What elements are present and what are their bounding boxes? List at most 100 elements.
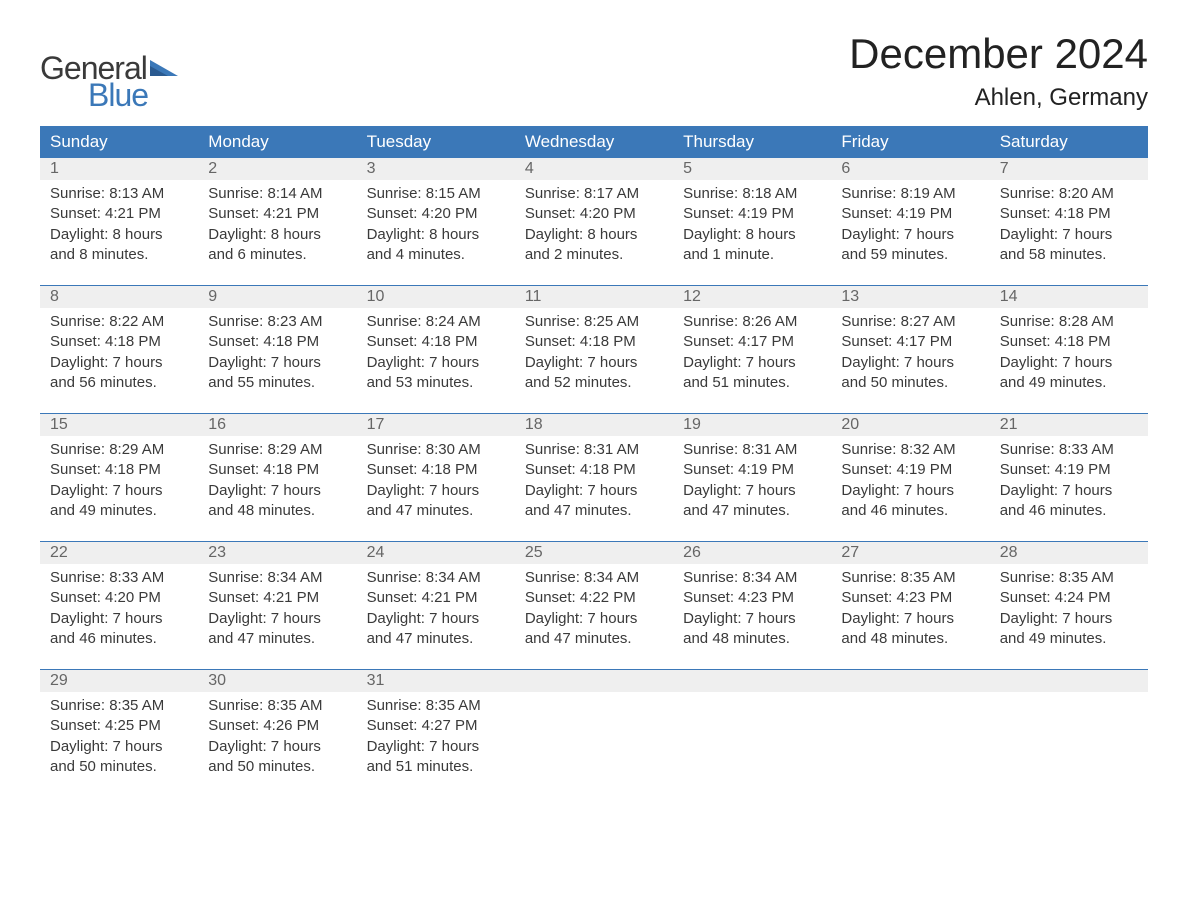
daylight-text-2: and 47 minutes. bbox=[367, 629, 505, 649]
day-detail-cell bbox=[515, 692, 673, 797]
daylight-text-1: Daylight: 7 hours bbox=[841, 481, 979, 501]
sunset-text: Sunset: 4:19 PM bbox=[1000, 460, 1138, 480]
day-number-cell: 2 bbox=[198, 158, 356, 180]
daylight-text-1: Daylight: 7 hours bbox=[525, 609, 663, 629]
daylight-text-1: Daylight: 7 hours bbox=[367, 609, 505, 629]
daylight-text-1: Daylight: 7 hours bbox=[683, 609, 821, 629]
daylight-text-2: and 49 minutes. bbox=[1000, 373, 1138, 393]
sunset-text: Sunset: 4:21 PM bbox=[208, 588, 346, 608]
daynum-row: 15161718192021 bbox=[40, 414, 1148, 436]
sunrise-text: Sunrise: 8:30 AM bbox=[367, 440, 505, 460]
daylight-text-1: Daylight: 8 hours bbox=[525, 225, 663, 245]
daylight-text-2: and 55 minutes. bbox=[208, 373, 346, 393]
daylight-text-1: Daylight: 7 hours bbox=[683, 353, 821, 373]
day-number-cell: 15 bbox=[40, 414, 198, 436]
daylight-text-1: Daylight: 7 hours bbox=[841, 353, 979, 373]
daylight-text-1: Daylight: 7 hours bbox=[50, 353, 188, 373]
logo-text-blue: Blue bbox=[88, 77, 178, 114]
sunrise-text: Sunrise: 8:35 AM bbox=[367, 696, 505, 716]
sunrise-text: Sunrise: 8:14 AM bbox=[208, 184, 346, 204]
sunset-text: Sunset: 4:21 PM bbox=[50, 204, 188, 224]
sunset-text: Sunset: 4:18 PM bbox=[208, 332, 346, 352]
daynum-row: 1234567 bbox=[40, 158, 1148, 180]
sunrise-text: Sunrise: 8:31 AM bbox=[683, 440, 821, 460]
daylight-text-2: and 1 minute. bbox=[683, 245, 821, 265]
sunrise-text: Sunrise: 8:29 AM bbox=[50, 440, 188, 460]
sunset-text: Sunset: 4:19 PM bbox=[683, 460, 821, 480]
daylight-text-1: Daylight: 7 hours bbox=[208, 353, 346, 373]
sunrise-text: Sunrise: 8:15 AM bbox=[367, 184, 505, 204]
sunrise-text: Sunrise: 8:18 AM bbox=[683, 184, 821, 204]
day-number-cell: 9 bbox=[198, 286, 356, 308]
day-detail-cell: Sunrise: 8:34 AMSunset: 4:21 PMDaylight:… bbox=[198, 564, 356, 670]
sunset-text: Sunset: 4:18 PM bbox=[50, 460, 188, 480]
day-detail-cell: Sunrise: 8:25 AMSunset: 4:18 PMDaylight:… bbox=[515, 308, 673, 414]
sunrise-text: Sunrise: 8:31 AM bbox=[525, 440, 663, 460]
sunrise-text: Sunrise: 8:28 AM bbox=[1000, 312, 1138, 332]
sunset-text: Sunset: 4:27 PM bbox=[367, 716, 505, 736]
day-number-cell: 21 bbox=[990, 414, 1148, 436]
day-number-cell: 13 bbox=[831, 286, 989, 308]
day-detail-cell: Sunrise: 8:18 AMSunset: 4:19 PMDaylight:… bbox=[673, 180, 831, 286]
day-number-cell bbox=[831, 670, 989, 692]
day-number-cell: 5 bbox=[673, 158, 831, 180]
sunset-text: Sunset: 4:18 PM bbox=[367, 332, 505, 352]
sunrise-text: Sunrise: 8:26 AM bbox=[683, 312, 821, 332]
sunrise-text: Sunrise: 8:33 AM bbox=[50, 568, 188, 588]
sunrise-text: Sunrise: 8:20 AM bbox=[1000, 184, 1138, 204]
day-detail-cell bbox=[990, 692, 1148, 797]
daylight-text-1: Daylight: 7 hours bbox=[1000, 609, 1138, 629]
day-header: Sunday bbox=[40, 126, 198, 158]
day-number-cell: 11 bbox=[515, 286, 673, 308]
daylight-text-1: Daylight: 7 hours bbox=[525, 481, 663, 501]
daylight-text-1: Daylight: 7 hours bbox=[50, 481, 188, 501]
day-number-cell: 16 bbox=[198, 414, 356, 436]
sunrise-text: Sunrise: 8:23 AM bbox=[208, 312, 346, 332]
sunrise-text: Sunrise: 8:27 AM bbox=[841, 312, 979, 332]
day-detail-cell: Sunrise: 8:23 AMSunset: 4:18 PMDaylight:… bbox=[198, 308, 356, 414]
sunset-text: Sunset: 4:18 PM bbox=[50, 332, 188, 352]
daylight-text-1: Daylight: 7 hours bbox=[841, 609, 979, 629]
daylight-text-2: and 46 minutes. bbox=[841, 501, 979, 521]
day-detail-cell: Sunrise: 8:35 AMSunset: 4:24 PMDaylight:… bbox=[990, 564, 1148, 670]
day-detail-cell: Sunrise: 8:29 AMSunset: 4:18 PMDaylight:… bbox=[40, 436, 198, 542]
sunset-text: Sunset: 4:21 PM bbox=[208, 204, 346, 224]
day-number-cell: 17 bbox=[357, 414, 515, 436]
day-detail-cell: Sunrise: 8:35 AMSunset: 4:25 PMDaylight:… bbox=[40, 692, 198, 797]
day-number-cell: 31 bbox=[357, 670, 515, 692]
sunrise-text: Sunrise: 8:34 AM bbox=[525, 568, 663, 588]
day-detail-cell: Sunrise: 8:22 AMSunset: 4:18 PMDaylight:… bbox=[40, 308, 198, 414]
day-number-cell: 24 bbox=[357, 542, 515, 564]
daylight-text-2: and 49 minutes. bbox=[50, 501, 188, 521]
daylight-text-2: and 49 minutes. bbox=[1000, 629, 1138, 649]
day-detail-cell: Sunrise: 8:35 AMSunset: 4:26 PMDaylight:… bbox=[198, 692, 356, 797]
location-label: Ahlen, Germany bbox=[849, 84, 1148, 112]
day-number-cell: 4 bbox=[515, 158, 673, 180]
sunset-text: Sunset: 4:20 PM bbox=[367, 204, 505, 224]
day-detail-cell: Sunrise: 8:20 AMSunset: 4:18 PMDaylight:… bbox=[990, 180, 1148, 286]
daylight-text-1: Daylight: 7 hours bbox=[1000, 353, 1138, 373]
sunset-text: Sunset: 4:17 PM bbox=[683, 332, 821, 352]
daylight-text-2: and 2 minutes. bbox=[525, 245, 663, 265]
daylight-text-1: Daylight: 7 hours bbox=[208, 481, 346, 501]
sunset-text: Sunset: 4:18 PM bbox=[525, 460, 663, 480]
day-detail-cell bbox=[831, 692, 989, 797]
day-detail-cell: Sunrise: 8:30 AMSunset: 4:18 PMDaylight:… bbox=[357, 436, 515, 542]
daylight-text-2: and 58 minutes. bbox=[1000, 245, 1138, 265]
daylight-text-1: Daylight: 7 hours bbox=[1000, 481, 1138, 501]
sunrise-text: Sunrise: 8:17 AM bbox=[525, 184, 663, 204]
daylight-text-2: and 50 minutes. bbox=[208, 757, 346, 777]
sunrise-text: Sunrise: 8:35 AM bbox=[1000, 568, 1138, 588]
day-header: Wednesday bbox=[515, 126, 673, 158]
day-number-cell: 1 bbox=[40, 158, 198, 180]
day-number-cell: 27 bbox=[831, 542, 989, 564]
sunset-text: Sunset: 4:26 PM bbox=[208, 716, 346, 736]
day-detail-cell: Sunrise: 8:34 AMSunset: 4:23 PMDaylight:… bbox=[673, 564, 831, 670]
sunrise-text: Sunrise: 8:32 AM bbox=[841, 440, 979, 460]
daylight-text-2: and 47 minutes. bbox=[367, 501, 505, 521]
daylight-text-1: Daylight: 8 hours bbox=[367, 225, 505, 245]
day-number-cell: 29 bbox=[40, 670, 198, 692]
daylight-text-1: Daylight: 7 hours bbox=[841, 225, 979, 245]
sunrise-text: Sunrise: 8:29 AM bbox=[208, 440, 346, 460]
detail-row: Sunrise: 8:29 AMSunset: 4:18 PMDaylight:… bbox=[40, 436, 1148, 542]
